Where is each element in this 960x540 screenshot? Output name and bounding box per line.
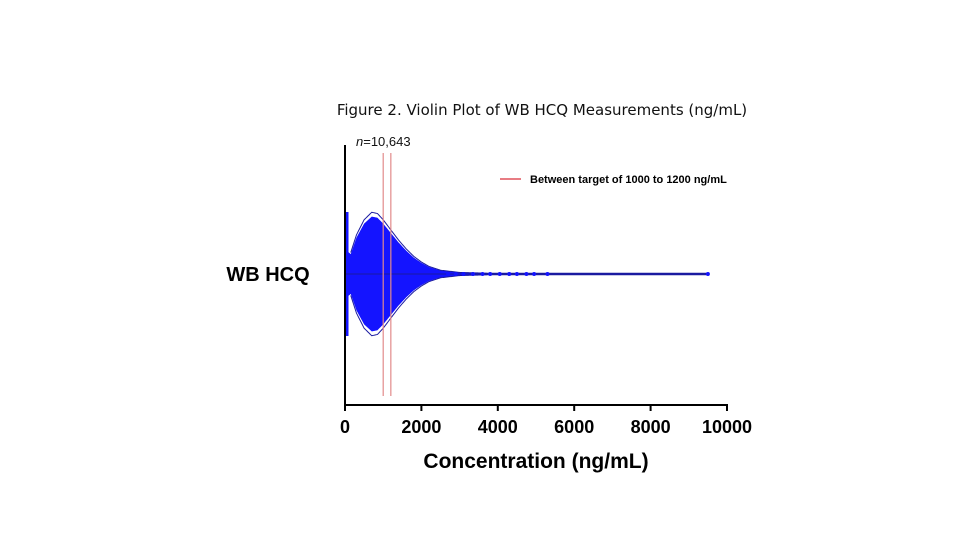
outlier-point (453, 272, 458, 276)
reference-lines (382, 153, 392, 396)
sample-size-label: n=10,643 (356, 134, 411, 149)
legend: Between target of 1000 to 1200 ng/mL (500, 174, 727, 186)
outlier-point (480, 272, 485, 276)
x-axis-label: Concentration (ng/mL) (423, 450, 648, 473)
x-tick-label: 10000 (702, 417, 752, 437)
outlier-point (524, 272, 529, 276)
outlier-point (507, 272, 512, 276)
outlier-point (446, 272, 451, 276)
x-tick-label: 8000 (631, 417, 671, 437)
outlier-point (545, 272, 550, 276)
n-value: =10,643 (363, 134, 410, 149)
x-ticks: 0 2000 4000 6000 8000 10000 (340, 405, 752, 437)
legend-label: Between target of 1000 to 1200 ng/mL (530, 174, 727, 186)
outlier-point (514, 272, 519, 276)
x-tick-label: 2000 (401, 417, 441, 437)
violin-outline-lower (350, 274, 708, 337)
outlier-point (532, 272, 537, 276)
outlier-point (461, 272, 466, 276)
x-tick-label: 6000 (554, 417, 594, 437)
violin-layer (345, 211, 710, 337)
outlier-point (705, 272, 710, 276)
n-symbol: n (356, 134, 363, 149)
outlier-point (488, 272, 493, 276)
chart-title: Figure 2. Violin Plot of WB HCQ Measurem… (337, 101, 747, 119)
outlier-point (497, 272, 502, 276)
violin-outline-upper (350, 211, 708, 274)
x-tick-label: 4000 (478, 417, 518, 437)
category-label: WB HCQ (226, 264, 309, 286)
outlier-point (470, 272, 475, 276)
x-tick-label: 0 (340, 417, 350, 437)
